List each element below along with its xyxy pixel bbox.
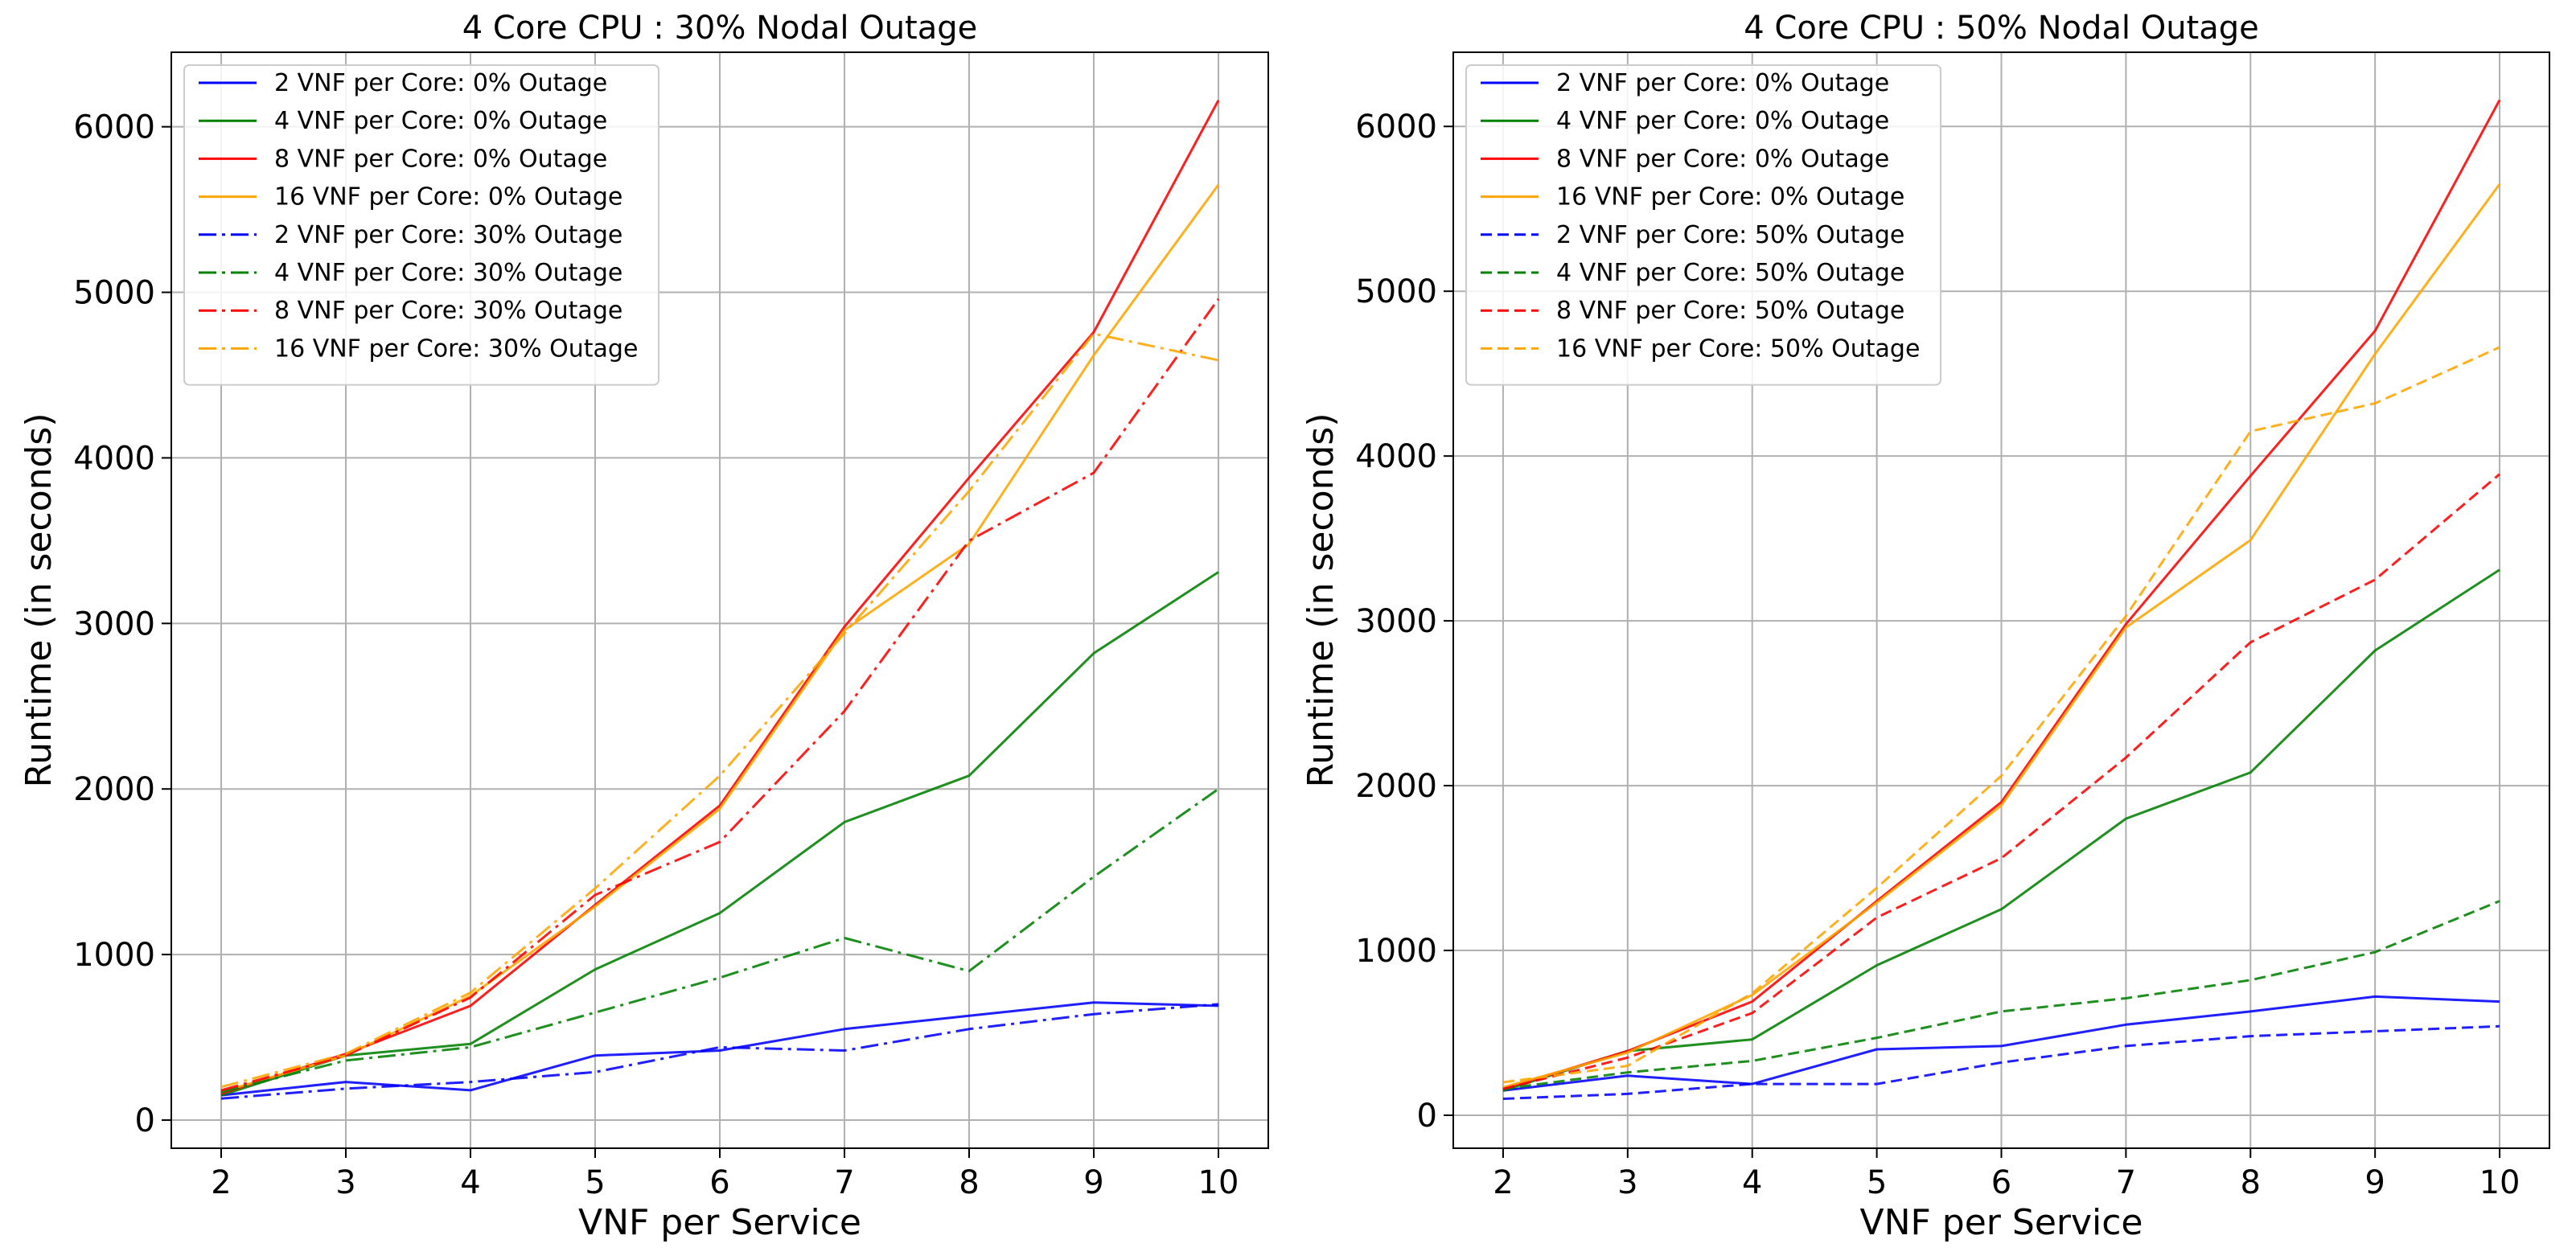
chart-panel-2: 2 3 4 5 6 7 8 9 10 0 1000 2000 3000 4000 5000 6000 4 Cor… bbox=[1300, 10, 2550, 1243]
x-tick-label: 3 bbox=[1617, 1164, 1637, 1201]
legend-label: 16 VNF per Core: 0% Outage bbox=[1556, 183, 1904, 211]
plot-frame bbox=[1452, 51, 2550, 1149]
y-tick-label: 2000 bbox=[1355, 768, 1437, 805]
y-axis-label: Runtime (in seconds) bbox=[18, 412, 60, 787]
series-line-8 bbox=[220, 332, 1219, 1089]
legend-label: 2 VNF per Core: 30% Outage bbox=[274, 221, 622, 249]
legend-label: 4 VNF per Core: 0% Outage bbox=[274, 107, 607, 135]
x-axis-label: VNF per Service bbox=[578, 1202, 861, 1243]
legend-box bbox=[183, 64, 659, 386]
series-line-2 bbox=[220, 571, 1219, 1097]
series-line-3 bbox=[220, 99, 1220, 1095]
x-tick-label: 7 bbox=[2116, 1164, 2136, 1201]
x-tick-label: 2 bbox=[1493, 1164, 1513, 1201]
x-tick-label: 10 bbox=[2479, 1164, 2521, 1201]
legend-label: 2 VNF per Core: 0% Outage bbox=[274, 69, 607, 97]
x-tick-label: 5 bbox=[1867, 1164, 1887, 1201]
x-tick-label: 10 bbox=[1198, 1164, 1239, 1201]
x-axis-label: VNF per Service bbox=[1860, 1202, 2143, 1243]
legend-label: 8 VNF per Core: 50% Outage bbox=[1556, 297, 1904, 325]
legend-label: 8 VNF per Core: 0% Outage bbox=[274, 145, 607, 173]
x-tick-label: 4 bbox=[1742, 1164, 1762, 1201]
series-line-1 bbox=[220, 1001, 1219, 1097]
chart-panel-1: 2 3 4 5 6 7 8 9 10 0 1000 2000 3000 4000 5000 6000 4 Cor… bbox=[18, 10, 1269, 1243]
legend-label: 4 VNF per Core: 0% Outage bbox=[1556, 107, 1889, 135]
series-line-5 bbox=[220, 1003, 1219, 1100]
y-tick-label: 4000 bbox=[1355, 438, 1437, 475]
x-tick-label: 5 bbox=[585, 1164, 605, 1201]
y-axis-label: Runtime (in seconds) bbox=[1300, 412, 1341, 787]
y-tick-label: 5000 bbox=[1355, 273, 1437, 310]
legend-label: 8 VNF per Core: 30% Outage bbox=[274, 297, 622, 325]
y-tick-label: 1000 bbox=[1355, 933, 1437, 970]
chart-title: 4 Core CPU : 30% Nodal Outage bbox=[462, 10, 977, 47]
x-tick-label: 2 bbox=[211, 1164, 231, 1201]
y-tick-label: 1000 bbox=[73, 937, 155, 974]
legend-label: 8 VNF per Core: 0% Outage bbox=[1556, 145, 1889, 173]
plot-frame bbox=[171, 51, 1269, 1149]
series-line-8 bbox=[1502, 346, 2500, 1084]
y-tick-label: 5000 bbox=[73, 275, 155, 312]
legend: 2 VNF per Core: 0% Outage 4 VNF per Core:… bbox=[183, 64, 659, 386]
legend-label: 16 VNF per Core: 30% Outage bbox=[274, 334, 638, 363]
series-line-6 bbox=[220, 787, 1219, 1094]
x-tick-label: 4 bbox=[460, 1164, 480, 1201]
x-tick-label: 8 bbox=[2241, 1164, 2261, 1201]
y-tick-label: 0 bbox=[135, 1102, 155, 1139]
y-tick-label: 3000 bbox=[1355, 603, 1437, 640]
series-line-7 bbox=[220, 298, 1220, 1092]
x-tick-label: 3 bbox=[335, 1164, 355, 1201]
x-tick-label: 7 bbox=[834, 1164, 854, 1201]
x-tick-label: 9 bbox=[1083, 1164, 1103, 1201]
y-tick-label: 6000 bbox=[73, 109, 155, 146]
legend: 2 VNF per Core: 0% Outage 4 VNF per Core:… bbox=[1465, 64, 1941, 386]
legend-label: 16 VNF per Core: 50% Outage bbox=[1556, 334, 1920, 363]
x-tick-label: 9 bbox=[2364, 1164, 2385, 1201]
legend-box bbox=[1465, 64, 1941, 386]
y-tick-label: 0 bbox=[1417, 1098, 1437, 1135]
y-tick-label: 2000 bbox=[73, 771, 155, 808]
y-tick-label: 3000 bbox=[73, 605, 155, 642]
x-tick-label: 6 bbox=[1991, 1164, 2011, 1201]
legend-label: 4 VNF per Core: 50% Outage bbox=[1556, 259, 1904, 287]
x-tick-label: 8 bbox=[959, 1164, 979, 1201]
series-line-5 bbox=[1502, 1024, 2500, 1100]
chart-title: 4 Core CPU : 50% Nodal Outage bbox=[1744, 10, 2258, 47]
series-line-1 bbox=[1502, 995, 2500, 1092]
series-line-2 bbox=[1502, 568, 2500, 1092]
series-line-4 bbox=[1502, 183, 2501, 1089]
y-tick-label: 4000 bbox=[73, 440, 155, 477]
x-tick-label: 6 bbox=[709, 1164, 729, 1201]
legend-label: 2 VNF per Core: 0% Outage bbox=[1556, 69, 1889, 97]
legend-label: 2 VNF per Core: 50% Outage bbox=[1556, 221, 1904, 249]
y-tick-label: 6000 bbox=[1355, 109, 1437, 146]
legend-label: 16 VNF per Core: 0% Outage bbox=[274, 183, 622, 211]
legend-label: 4 VNF per Core: 30% Outage bbox=[274, 259, 622, 287]
